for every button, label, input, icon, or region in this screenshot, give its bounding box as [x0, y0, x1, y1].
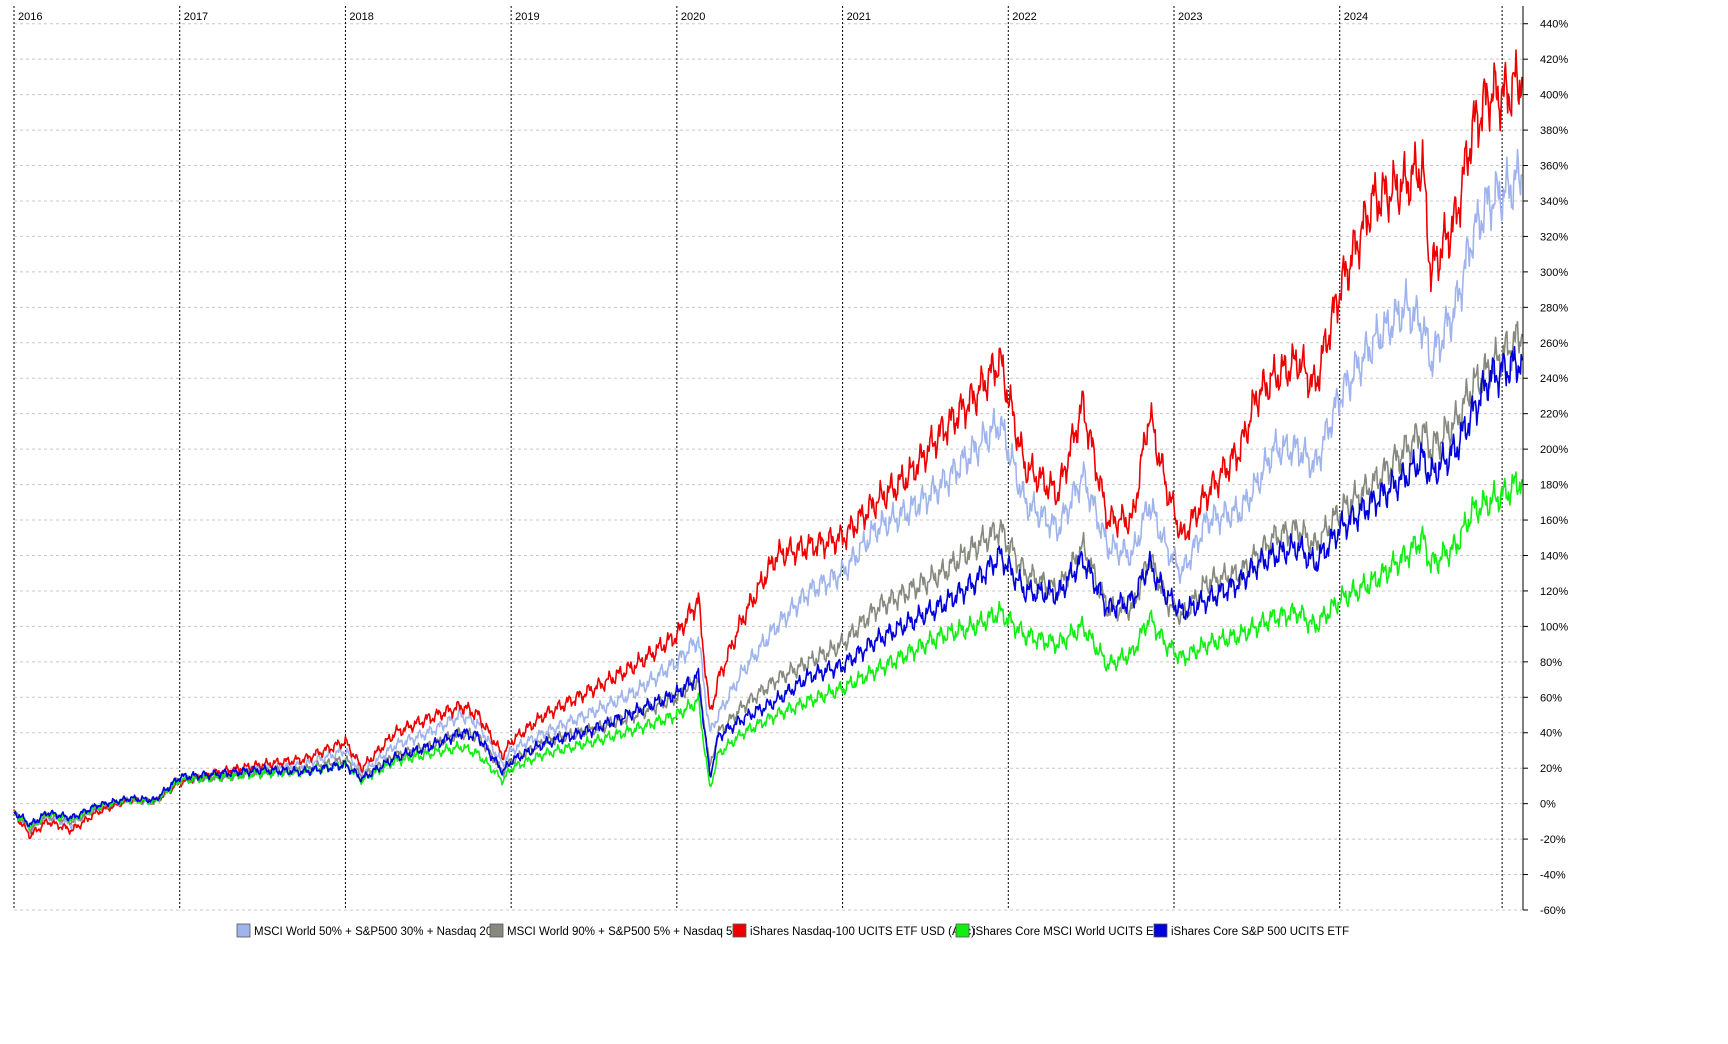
y-tick-label: 340%	[1540, 196, 1568, 208]
y-tick-label: 60%	[1540, 692, 1562, 704]
y-tick-label: 20%	[1540, 763, 1562, 775]
y-axis: 440% 420% 400% 380% 360% 340% 320% 300% 280% 260%…	[1522, 6, 1568, 917]
y-tick-label: 40%	[1540, 728, 1562, 740]
y-tick-label: -20%	[1540, 834, 1566, 846]
series-line	[13, 320, 1523, 834]
legend-swatch	[955, 923, 970, 938]
y-tick-label: 320%	[1540, 231, 1568, 243]
x-tick-label: 2023	[1178, 11, 1202, 23]
y-tick-label: -40%	[1540, 870, 1566, 882]
y-tick-label: -60%	[1540, 905, 1566, 917]
y-tick-label: 420%	[1540, 54, 1568, 66]
series-line	[13, 345, 1523, 827]
x-tick-label: 2017	[184, 11, 208, 23]
y-tick-label: 380%	[1540, 125, 1568, 137]
y-tick-label: 220%	[1540, 409, 1568, 421]
legend-swatch	[732, 923, 747, 938]
x-tick-label: 2019	[515, 11, 539, 23]
y-tick-label: 260%	[1540, 338, 1568, 350]
y-tick-label: 400%	[1540, 90, 1568, 102]
y-tick-label: 440%	[1540, 19, 1568, 31]
y-tick-label: 360%	[1540, 161, 1568, 173]
plot-area	[13, 49, 1523, 840]
legend-label: MSCI World 90% + S&P500 5% + Nasdaq 5%	[507, 926, 743, 938]
y-tick-label: 120%	[1540, 586, 1568, 598]
x-axis: 2016 2017 2018 2019 2020 2021 2022 2023 2024	[18, 11, 1368, 23]
legend-swatch	[1153, 923, 1168, 938]
legend-label: MSCI World 50% + S&P500 30% + Nasdaq 20%	[254, 926, 502, 938]
x-tick-label: 2022	[1012, 11, 1036, 23]
x-tick-label: 2016	[18, 11, 42, 23]
legend-label: iShares Core MSCI World UCITS ETF	[973, 926, 1168, 938]
y-tick-label: 300%	[1540, 267, 1568, 279]
y-tick-label: 160%	[1540, 515, 1568, 527]
y-tick-label: 200%	[1540, 444, 1568, 456]
legend-swatch	[236, 923, 251, 938]
legend-label: iShares Nasdaq-100 UCITS ETF USD (Acc)	[750, 926, 975, 938]
y-tick-label: 180%	[1540, 480, 1568, 492]
x-tick-label: 2021	[847, 11, 871, 23]
y-tick-label: 280%	[1540, 302, 1568, 314]
y-tick-label: 100%	[1540, 621, 1568, 633]
y-tick-label: 240%	[1540, 373, 1568, 385]
y-tick-label: 140%	[1540, 550, 1568, 562]
y-tick-label: 80%	[1540, 657, 1562, 669]
legend-swatch	[489, 923, 504, 938]
y-tick-label: 0%	[1540, 799, 1556, 811]
series-line	[13, 49, 1523, 840]
x-tick-label: 2024	[1344, 11, 1368, 23]
x-tick-label: 2018	[349, 11, 373, 23]
legend: MSCI World 50% + S&P500 30% + Nasdaq 20%…	[236, 923, 1349, 938]
series-line	[13, 471, 1523, 831]
legend-label: iShares Core S&P 500 UCITS ETF	[1171, 926, 1349, 938]
x-tick-label: 2020	[681, 11, 705, 23]
